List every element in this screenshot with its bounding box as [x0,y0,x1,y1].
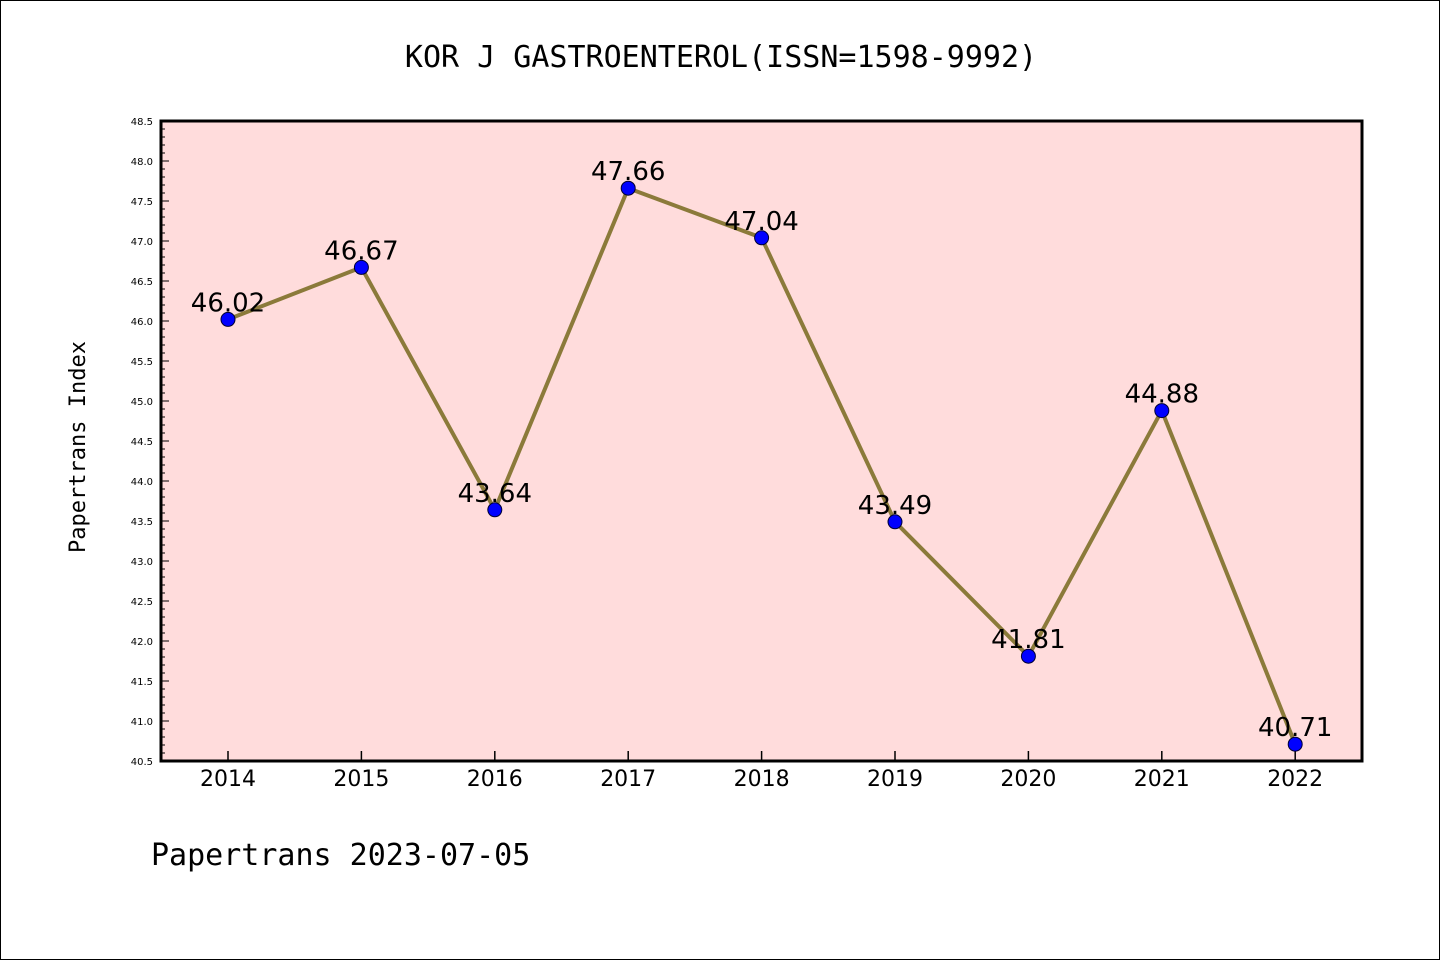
y-tick-label: 46.5 [131,277,153,288]
y-tick-label: 44.0 [131,477,153,488]
data-label: 46.02 [191,288,265,318]
data-label: 43.49 [858,491,932,521]
y-tick-label: 42.5 [131,597,153,608]
y-tick-label: 42.0 [131,637,153,648]
data-label: 44.88 [1125,380,1199,410]
chart-title: KOR J GASTROENTEROL(ISSN=1598-9992) [405,40,1037,75]
data-point-marker [1154,403,1170,419]
y-tick-label: 41.5 [131,677,153,688]
x-tick-label: 2014 [200,767,256,792]
y-axis-label: Papertrans Index [66,341,91,553]
data-point-marker [353,259,369,275]
data-point-marker [620,180,636,196]
y-tick-label: 41.0 [131,717,153,728]
y-tick-label: 48.5 [131,117,153,128]
y-tick-label: 45.0 [131,397,153,408]
footer-source-date: Papertrans 2023-07-05 [151,838,530,873]
y-tick-label: 44.5 [131,437,153,448]
x-tick-label: 2015 [333,767,389,792]
data-point-marker [487,502,503,518]
data-point-marker [887,514,903,530]
y-tick-label: 47.5 [131,197,153,208]
y-tick-label: 47.0 [131,237,153,248]
data-point-marker [754,230,770,246]
y-tick-label: 43.5 [131,517,153,528]
y-tick-label: 43.0 [131,557,153,568]
x-tick-label: 2022 [1267,767,1323,792]
series-layer [220,180,1303,752]
y-tick-label: 48.0 [131,157,153,168]
data-point-marker [220,311,236,327]
y-tick-label: 46.0 [131,317,153,328]
data-label: 47.66 [591,157,665,187]
data-label: 40.71 [1258,713,1332,743]
y-tick-label: 40.5 [131,757,153,768]
data-label: 47.04 [724,207,798,237]
plot-area [159,119,1364,763]
y-tick-label: 45.5 [131,357,153,368]
x-tick-label: 2020 [1000,767,1056,792]
y-axis: 40.5 41.0 41.5 42.0 42.5 43.0 43.5 44.0 44.5 45.0… [131,117,169,768]
x-tick-label: 2021 [1134,767,1190,792]
x-tick-label: 2017 [600,767,656,792]
data-label: 41.81 [991,625,1065,655]
data-point-marker [1020,648,1036,664]
data-labels: 46.02 46.67 43.64 47.66 47.04 43.49 41.81 44.88… [191,157,1333,743]
x-axis: 2014 2015 2016 2017 2018 2019 2020 2021 2022 [200,751,1323,792]
data-label: 43.64 [458,479,532,509]
data-label: 46.67 [324,236,398,266]
x-tick-label: 2016 [467,767,523,792]
x-tick-label: 2019 [867,767,923,792]
data-point-marker [1287,736,1303,752]
x-tick-label: 2018 [734,767,790,792]
